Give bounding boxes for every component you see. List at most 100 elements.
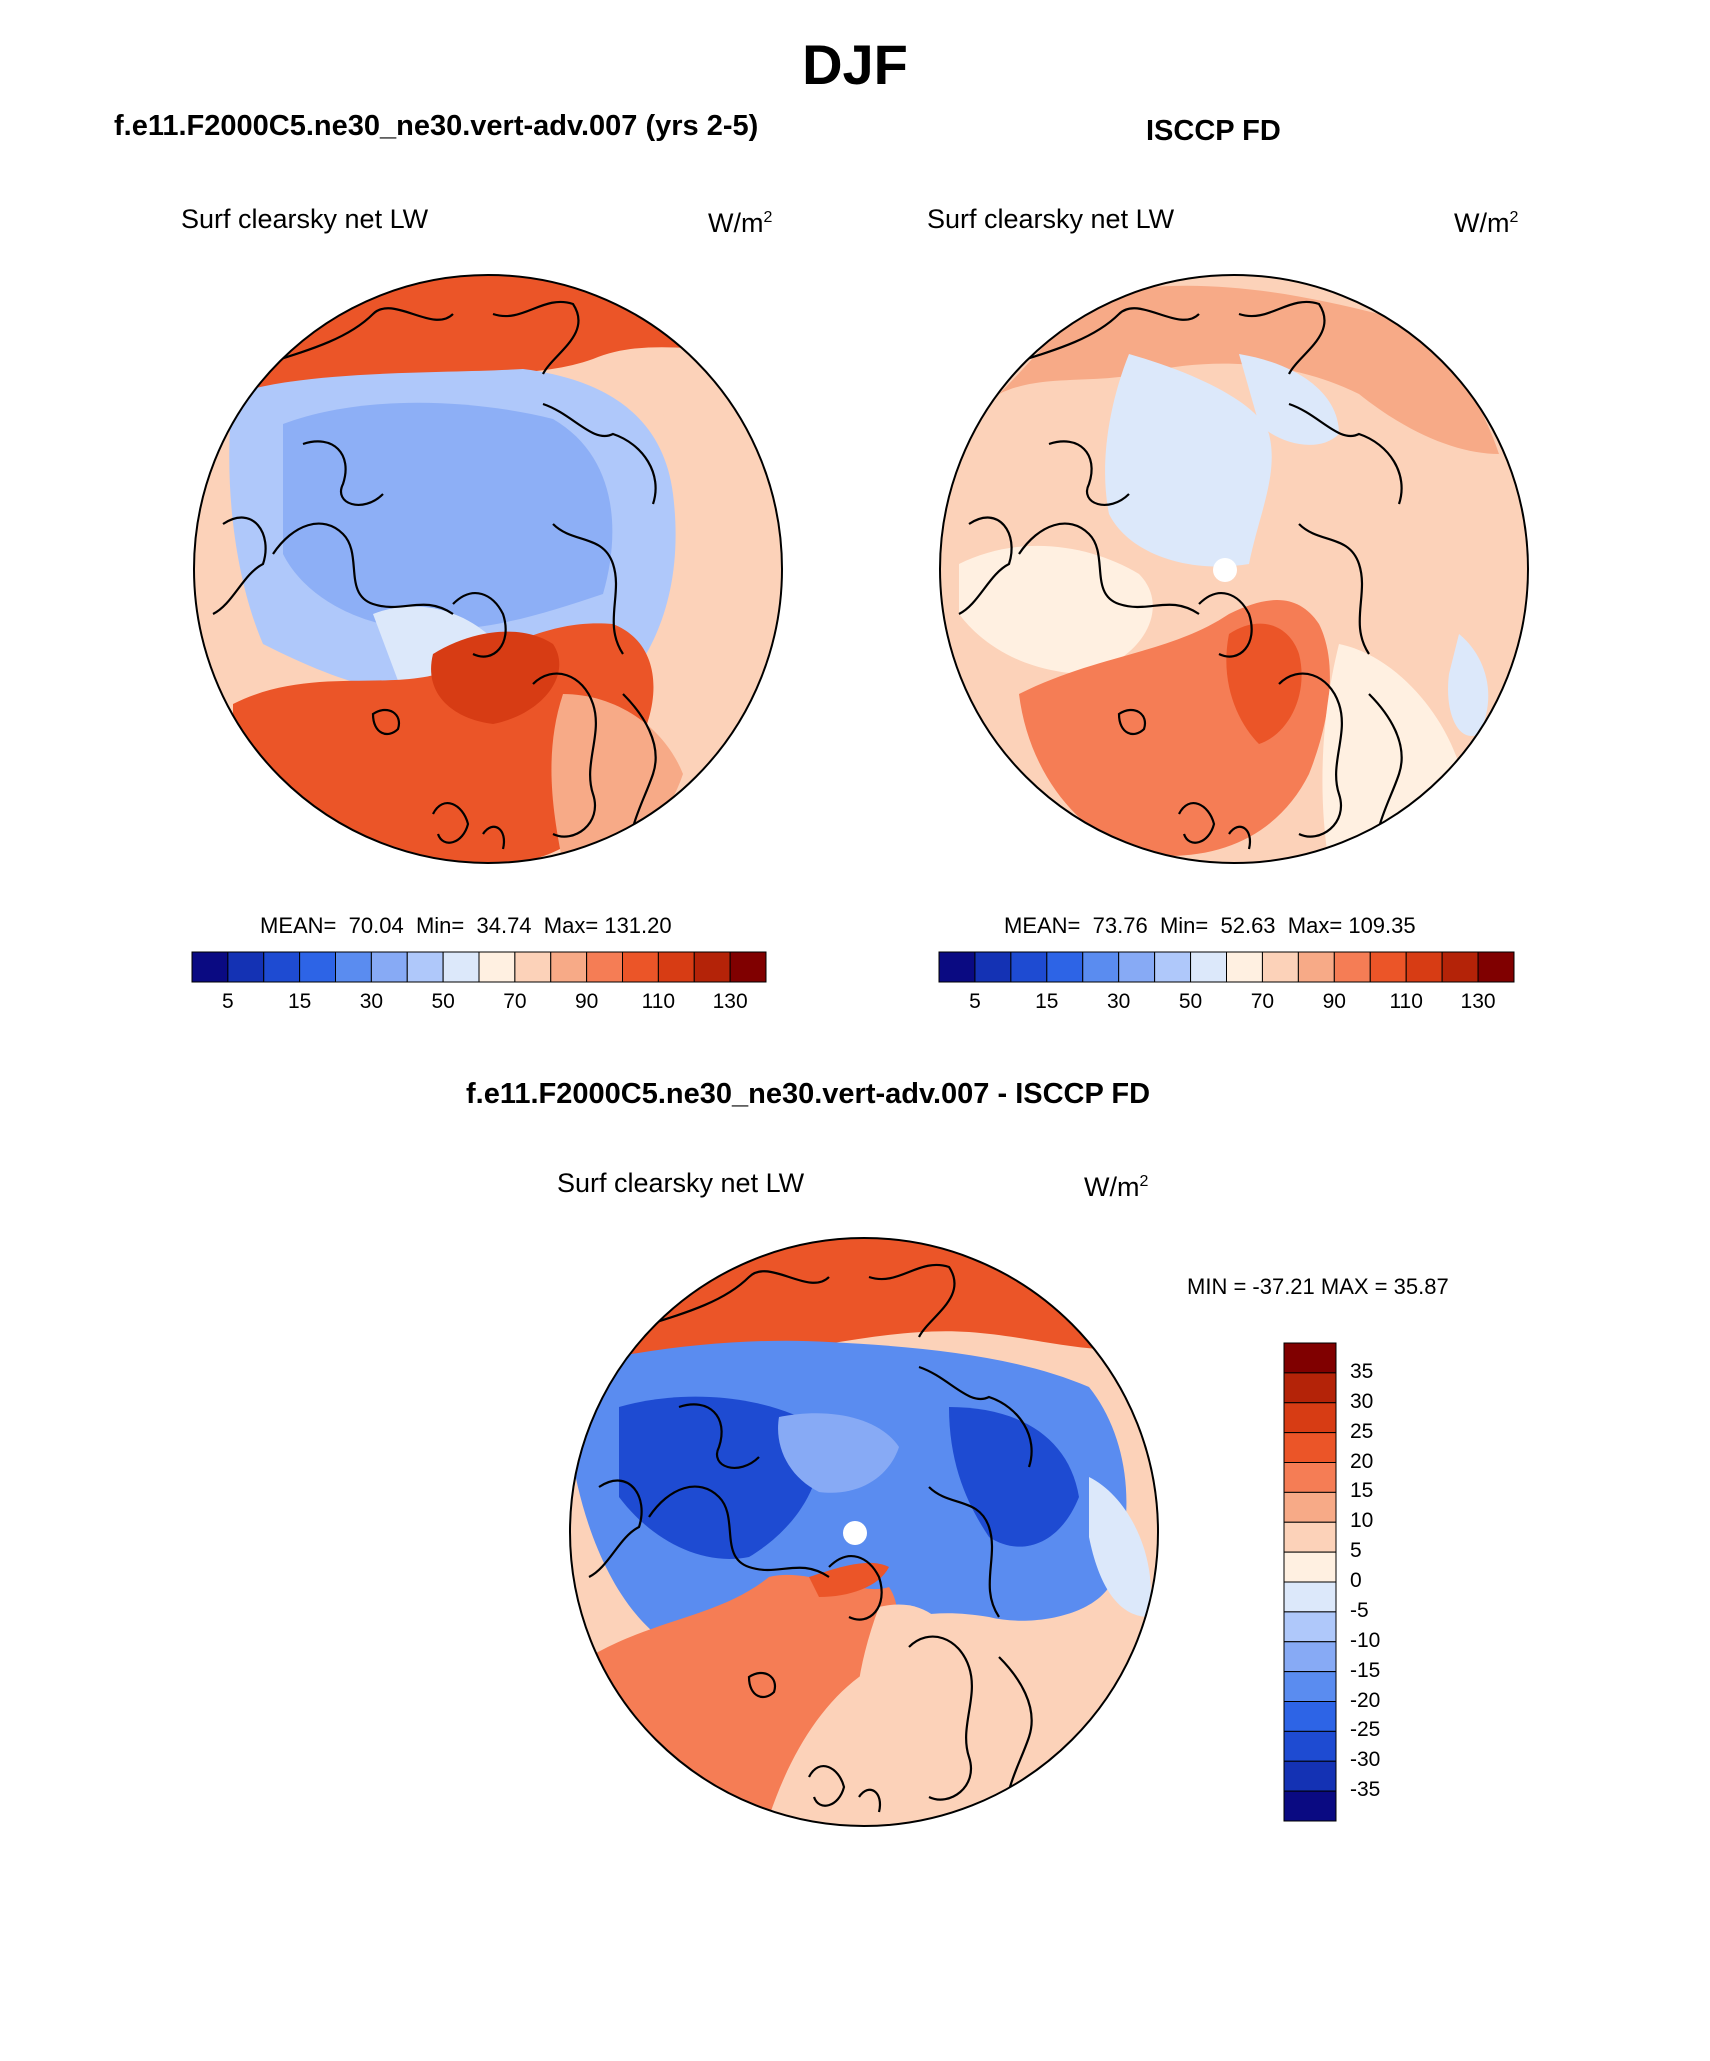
diff-colorbar-tick-label: 10 (1350, 1509, 1374, 1533)
obs-stats: MEAN= 73.76 Min= 52.63 Max= 109.35 (1004, 913, 1416, 939)
diff-colorbar-box (1283, 1730, 1337, 1762)
obs-field-siberia-blue (1448, 634, 1489, 736)
obs-field-pacific (999, 285, 1499, 454)
obs-colorbar-box (1297, 951, 1335, 983)
diff-colorbar-tick-label: 0 (1350, 1569, 1362, 1592)
diff-colorbar-box (1283, 1372, 1337, 1404)
obs-colorbar-box (1369, 951, 1407, 983)
diff-field-scandinavia (855, 1604, 959, 1797)
diff-panel-title: f.e11.F2000C5.ne30_ne30.vert-adv.007 - I… (466, 1078, 1151, 1110)
obs-colorbar-tick-label: 50 (1178, 990, 1203, 1013)
obs-colorbar-box (1010, 951, 1048, 983)
model-colorbar-tick-label: 130 (712, 990, 748, 1013)
diff-colorbar-box (1283, 1671, 1337, 1702)
obs-colorbar-box (974, 951, 1012, 983)
obs-colorbar-box (1261, 951, 1299, 983)
model-min-value: 34.74 (476, 913, 532, 938)
model-colorbar-box (693, 951, 731, 983)
model-colorbar-box (406, 951, 444, 983)
obs-units-base: W/m (1454, 208, 1510, 238)
obs-mean-value: 73.76 (1092, 913, 1148, 938)
obs-colorbar-box (1118, 951, 1156, 983)
model-map-border (193, 274, 783, 864)
obs-field-arctic (1105, 354, 1272, 567)
diff-field-archipelago (619, 1396, 821, 1559)
diff-minmax: MIN = -37.21 MAX = 35.87 (1187, 1274, 1449, 1299)
model-mean-value: 70.04 (348, 913, 404, 938)
model-colorbar-box (622, 951, 659, 983)
obs-polar-map (939, 274, 1529, 864)
diff-colorbar-box (1283, 1432, 1337, 1463)
obs-map-border (939, 274, 1529, 864)
model-colorbar-box (335, 951, 372, 983)
diff-colorbar-tick-label: -20 (1350, 1688, 1381, 1712)
model-field-siberia (663, 414, 782, 662)
diff-colorbar-tick-label: 25 (1350, 1419, 1374, 1443)
diff-colorbar-tick-label: -35 (1350, 1778, 1381, 1802)
model-variable-label: Surf clearsky net LW (181, 204, 429, 234)
diff-field-siberia-edge (1089, 1477, 1151, 1617)
diff-colorbar-box (1283, 1760, 1337, 1792)
obs-colorbar-box (1477, 951, 1515, 983)
model-stats: MEAN= 70.04 Min= 34.74 Max= 131.20 (260, 913, 672, 939)
obs-colorbar-box (938, 951, 976, 983)
diff-colorbar-tick-label: 5 (1350, 1539, 1362, 1563)
model-colorbar-box (442, 951, 480, 983)
model-colorbar-box (729, 951, 767, 983)
obs-variable-label: Surf clearsky net LW (927, 204, 1175, 234)
diff-pole-hole (843, 1521, 867, 1545)
diff-field-siberia-core (949, 1407, 1079, 1547)
model-colorbar-tick-label: 90 (574, 990, 599, 1013)
obs-mean-label: MEAN= (1004, 913, 1081, 938)
model-colorbar-box (227, 951, 265, 983)
obs-panel-title: ISCCP FD (1146, 115, 1281, 147)
obs-colorbar-tick-label: 5 (969, 990, 981, 1013)
model-coastlines (212, 301, 657, 863)
model-colorbar-tick-label: 30 (359, 990, 384, 1013)
diff-colorbar-box (1283, 1551, 1337, 1583)
diff-field-pole-ring (778, 1413, 899, 1493)
obs-colorbar-tick-label: 15 (1035, 990, 1059, 1013)
diff-colorbar-box (1283, 1491, 1337, 1523)
obs-coastlines (958, 301, 1403, 863)
diff-colorbar-tick-label: 30 (1350, 1389, 1374, 1413)
diff-units: W/m2 (1084, 1172, 1148, 1203)
obs-colorbar-box (1226, 951, 1263, 983)
model-colorbar-tick-label: 5 (222, 990, 234, 1013)
diff-field-greenland-sea (809, 1562, 889, 1597)
obs-units-exp: 2 (1509, 209, 1519, 226)
diff-variable-label: Surf clearsky net LW (557, 1168, 805, 1198)
model-field-atlantic-core (431, 631, 560, 724)
obs-field-atlantic-core (1226, 623, 1302, 744)
model-colorbar-box (478, 951, 516, 983)
obs-min-value: 52.63 (1220, 913, 1276, 938)
obs-max-label: Max= (1287, 913, 1343, 938)
obs-field-canada (959, 545, 1153, 674)
model-colorbar-box (550, 951, 588, 983)
model-units-exp: 2 (763, 209, 773, 226)
model-units: W/m2 (708, 208, 772, 239)
model-colorbar-tick-label: 15 (287, 990, 312, 1013)
obs-colorbar-tick-label: 90 (1322, 990, 1346, 1013)
season-title: DJF (802, 33, 908, 96)
diff-colorbar-box (1283, 1402, 1337, 1434)
obs-min-label: Min= (1159, 913, 1209, 938)
diff-colorbar-box (1283, 1611, 1337, 1643)
diff-colorbar-tick-label: 35 (1350, 1359, 1374, 1383)
obs-colorbar (938, 951, 1515, 983)
model-min-label: Min= (415, 913, 465, 938)
diff-colorbar (1283, 1342, 1337, 1822)
model-max-value: 131.20 (604, 913, 672, 938)
obs-colorbar-box (1333, 951, 1371, 983)
obs-colorbar-box (1405, 951, 1443, 983)
obs-colorbar-tick-label: 110 (1389, 990, 1423, 1013)
diff-colorbar-box (1283, 1521, 1337, 1553)
diff-colorbar-box (1283, 1641, 1337, 1673)
obs-colorbar-box (1154, 951, 1192, 983)
diff-colorbar-tick-label: 15 (1350, 1479, 1374, 1503)
obs-colorbar-tick-label: 70 (1250, 990, 1275, 1013)
model-colorbar (191, 951, 767, 983)
obs-colorbar-box (1190, 951, 1227, 983)
diff-colorbar-box (1283, 1581, 1337, 1613)
model-colorbar-tick-label: 110 (641, 990, 676, 1013)
